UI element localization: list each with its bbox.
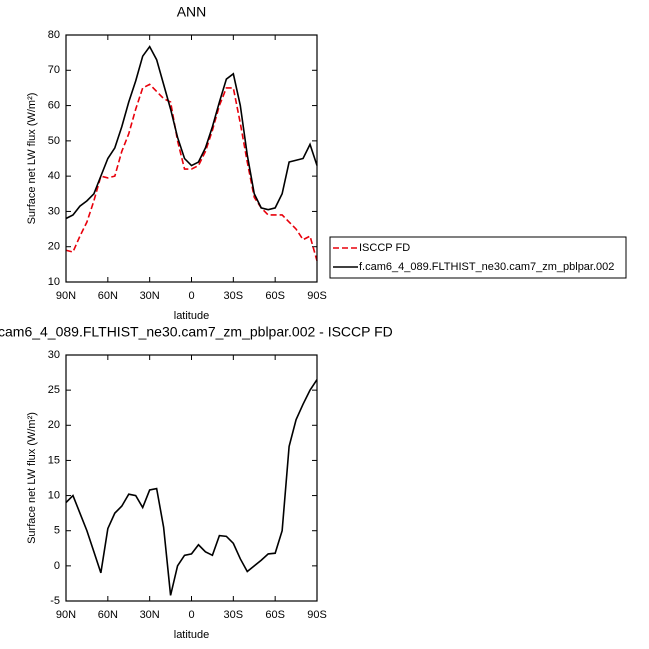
plot-frame xyxy=(65,354,318,602)
legend-label: f.cam6_4_089.FLTHIST_ne30.cam7_zm_pblpar… xyxy=(359,261,614,273)
y-tick-label: 10 xyxy=(48,489,60,501)
x-tick-label: 30N xyxy=(140,609,160,621)
legend-box xyxy=(329,236,627,279)
y-tick-label: 80 xyxy=(48,29,60,41)
y-tick-label: 30 xyxy=(48,349,60,361)
data-line xyxy=(65,379,318,596)
y-tick-label: -5 xyxy=(50,595,60,607)
legend-label: ISCCP FD xyxy=(359,242,410,254)
x-axis-label: latitude xyxy=(174,629,209,641)
x-tick-label: 60S xyxy=(265,609,285,621)
y-tick-label: 50 xyxy=(48,135,60,147)
chart-title: f.cam6_4_089.FLTHIST_ne30.cam7_zm_pblpar… xyxy=(0,324,393,340)
x-tick-label: 60N xyxy=(98,290,118,302)
y-tick-label: 70 xyxy=(48,64,60,76)
plot-frame xyxy=(65,34,318,283)
x-tick-label: 90S xyxy=(307,290,327,302)
y-tick-label: 30 xyxy=(48,205,60,217)
x-tick-label: 30S xyxy=(224,290,244,302)
x-tick-label: 90N xyxy=(56,290,76,302)
chart-title: ANN xyxy=(177,4,207,20)
x-tick-label: 30N xyxy=(140,290,160,302)
y-tick-label: 25 xyxy=(48,384,60,396)
data-line xyxy=(65,83,318,262)
y-tick-label: 40 xyxy=(48,170,60,182)
x-tick-label: 0 xyxy=(188,290,194,302)
x-axis-label: latitude xyxy=(174,310,209,322)
y-tick-label: 5 xyxy=(54,525,60,537)
y-tick-label: 0 xyxy=(54,560,60,572)
x-tick-label: 0 xyxy=(188,609,194,621)
data-line xyxy=(65,45,318,220)
y-tick-label: 60 xyxy=(48,99,60,111)
y-tick-label: 15 xyxy=(48,454,60,466)
y-tick-label: 20 xyxy=(48,241,60,253)
y-axis-label: Surface net LW flux (W/m²) xyxy=(26,93,38,225)
x-tick-label: 60N xyxy=(98,609,118,621)
y-axis-label: Surface net LW flux (W/m²) xyxy=(26,412,38,544)
y-tick-label: 20 xyxy=(48,419,60,431)
x-tick-label: 30S xyxy=(224,609,244,621)
x-tick-label: 60S xyxy=(265,290,285,302)
x-tick-label: 90S xyxy=(307,609,327,621)
x-tick-label: 90N xyxy=(56,609,76,621)
y-tick-label: 10 xyxy=(48,276,60,288)
